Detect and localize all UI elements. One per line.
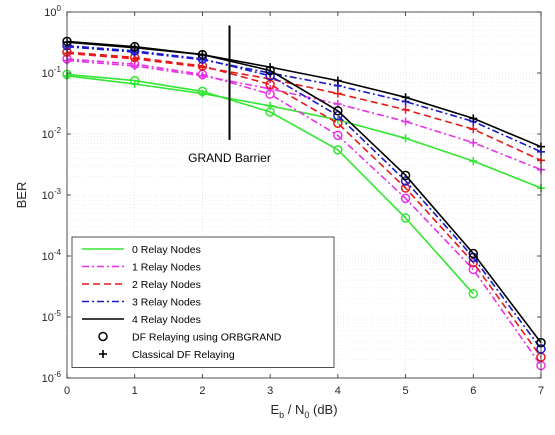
x-tick-label: 0 <box>64 385 70 397</box>
barrier-label: GRAND Barrier <box>188 151 271 165</box>
x-tick-label: 2 <box>199 385 205 397</box>
legend-label: 3 Relay Nodes <box>132 297 201 309</box>
data-point-plus <box>469 138 478 147</box>
data-point-plus <box>401 117 410 126</box>
data-point-plus <box>266 101 275 110</box>
data-point-circle <box>400 183 411 193</box>
legend-entry: 0 Relay Nodes <box>82 244 201 256</box>
data-point-circle <box>468 289 479 299</box>
data-point-plus <box>266 63 275 72</box>
series-group <box>62 36 546 371</box>
data-point-plus <box>198 50 207 59</box>
data-point-circle <box>400 170 411 181</box>
x-tick-label: 7 <box>538 385 544 397</box>
series-line <box>66 45 542 153</box>
legend-label: 4 Relay Nodes <box>132 314 201 326</box>
y-tick-label: 10-3 <box>42 187 62 202</box>
data-point-plus <box>333 89 342 98</box>
series-line <box>66 52 542 162</box>
data-point-plus <box>130 80 139 89</box>
data-point-plus <box>469 125 478 134</box>
legend-label: 2 Relay Nodes <box>132 279 201 291</box>
y-tick-label: 10-1 <box>42 65 62 80</box>
series-4-relays-classical <box>63 38 545 151</box>
data-point-plus <box>333 76 342 85</box>
series-line <box>66 58 542 366</box>
series-line <box>66 41 542 148</box>
data-point-circle <box>400 213 411 223</box>
data-point-plus <box>198 63 207 72</box>
data-point-plus <box>401 105 410 114</box>
data-point-plus <box>469 114 478 123</box>
x-tick-label: 4 <box>335 385 341 397</box>
y-tick-label: 10-5 <box>42 309 62 324</box>
annotation-group: GRAND Barrier <box>188 25 271 165</box>
y-tick-label: 100 <box>44 4 61 19</box>
data-point-plus <box>401 134 410 143</box>
data-point-plus <box>130 62 139 71</box>
y-tick-label: 10-4 <box>42 248 62 263</box>
legend-label: 1 Relay Nodes <box>132 262 201 274</box>
data-point-circle <box>333 145 343 155</box>
legend-entry: 1 Relay Nodes <box>82 262 201 274</box>
data-point-plus <box>401 93 410 102</box>
legend-label: DF Relaying using ORBGRAND <box>132 332 282 344</box>
y-axis-label: BER <box>14 182 29 209</box>
legend-entry: 3 Relay Nodes <box>82 297 201 309</box>
data-point-circle <box>468 248 479 259</box>
y-tick-label: 10-2 <box>42 126 62 141</box>
legend-box <box>71 236 335 368</box>
data-point-circle <box>400 193 411 204</box>
x-tick-label: 5 <box>403 385 409 397</box>
tick-group: 0 1 2 3 4 5 6 7 100 10-1 10-2 10-3 10-4 10-5 10-6 <box>42 4 544 397</box>
legend-marker-circle <box>98 331 108 342</box>
data-point-plus <box>130 54 139 63</box>
x-tick-label: 3 <box>267 385 273 397</box>
x-tick-label: 1 <box>132 385 138 397</box>
legend-marker-plus <box>99 350 107 358</box>
legend-label: 0 Relay Nodes <box>132 244 201 256</box>
series-line <box>66 75 542 189</box>
series-line <box>66 40 542 344</box>
data-point-plus <box>130 43 139 52</box>
legend-entry: Classical DF Relaying <box>99 349 235 361</box>
axis-labels: Eb / N0 (dB) BER <box>14 182 338 420</box>
data-point-plus <box>469 157 478 166</box>
data-point-plus <box>198 71 207 80</box>
data-point-plus <box>198 89 207 98</box>
x-tick-label: 6 <box>470 385 476 397</box>
series-line <box>66 44 542 350</box>
legend: 0 Relay Nodes 1 Relay Nodes 2 Relay Nodes 3… <box>71 236 335 368</box>
data-point-circle <box>333 130 343 141</box>
series-line <box>66 51 542 358</box>
data-point-circle <box>333 106 343 116</box>
legend-entry: 2 Relay Nodes <box>82 279 201 291</box>
x-axis-label: Eb / N0 (dB) <box>270 402 337 420</box>
y-tick-label: 10-6 <box>42 370 62 385</box>
legend-label: Classical DF Relaying <box>132 349 235 361</box>
legend-entry: 4 Relay Nodes <box>82 314 201 326</box>
legend-entry: DF Relaying using ORBGRAND <box>98 331 282 344</box>
